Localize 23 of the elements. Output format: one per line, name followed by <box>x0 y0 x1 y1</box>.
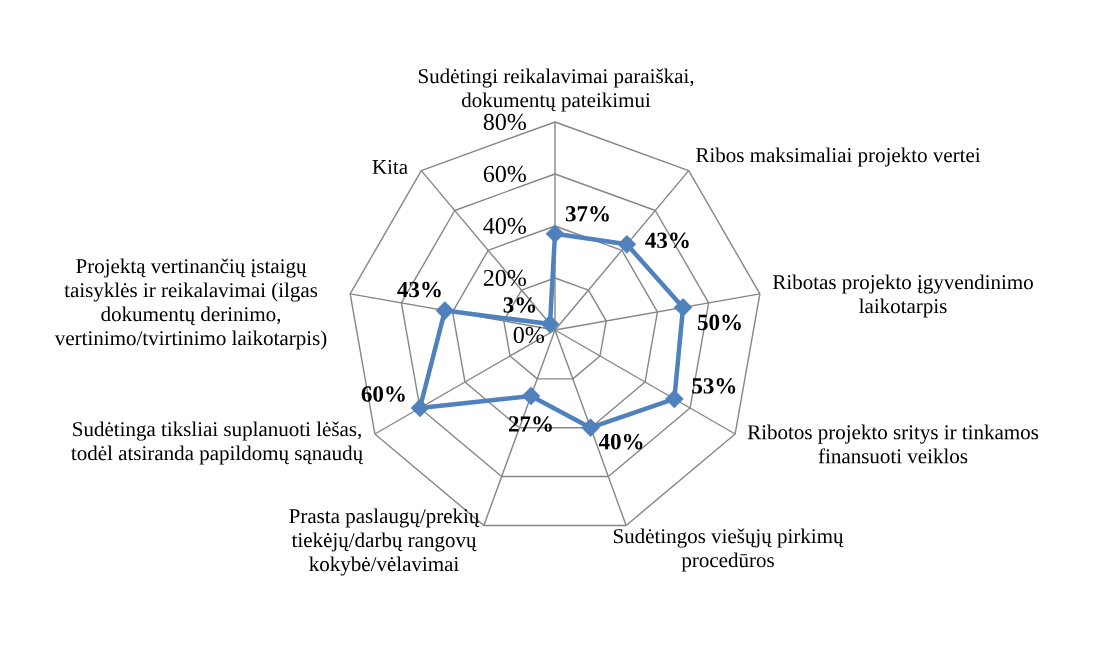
spoke-label: Sudėtinga tiksliai suplanuoti lėšas, todėl atsiranda papildomų sąnaudų <box>71 421 364 465</box>
spoke-label: Sudėtingi reikalavimai paraiškai, dokumentų pateikimui <box>418 68 694 112</box>
spoke-label: Sudėtingos viešųjų pirkimų procedūros <box>613 528 844 572</box>
data-label: 27% <box>508 416 552 432</box>
data-label: 40% <box>598 433 643 450</box>
spoke-label: Ribotas projekto įgyvendinimo laikotarpis <box>772 274 1033 318</box>
spoke-label: Prasta paslaugų/prekių tiekėjų/darbų rangovų kokybė/vėlavimai <box>289 508 480 576</box>
data-label: 53% <box>692 378 736 394</box>
data-label: 37% <box>565 205 609 222</box>
spoke-label: Kita <box>372 159 408 175</box>
y-tick-label: 20% <box>483 269 526 287</box>
data-label: 43% <box>397 281 441 298</box>
data-label: 50% <box>697 314 741 331</box>
y-tick-label: 80% <box>483 113 526 131</box>
spoke-label: Ribos maksimaliai projekto vertei <box>696 147 981 167</box>
data-label: 3% <box>503 297 536 313</box>
spoke-label: Ribotos projekto sritys ir tinkamos finansuoti veiklos <box>747 424 1039 464</box>
spoke-label: Projektą vertinančių įstaigų taisyklės ir reikalavimai (ilgas dokumentų derinimo, vertinimo/tvirtinimo laikotarpis) <box>54 258 327 350</box>
y-tick-label: 0% <box>513 326 544 344</box>
y-tick-label: 60% <box>483 165 526 183</box>
data-label: 43% <box>645 232 689 249</box>
y-tick-label: 40% <box>483 217 526 235</box>
data-label: 60% <box>361 386 405 402</box>
